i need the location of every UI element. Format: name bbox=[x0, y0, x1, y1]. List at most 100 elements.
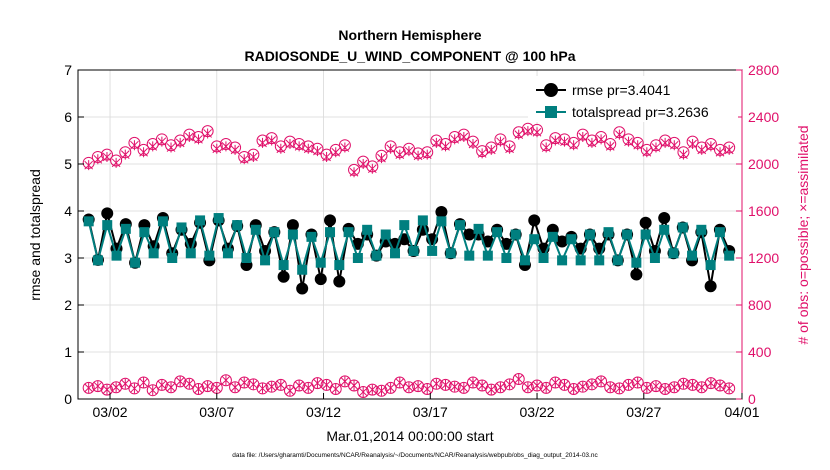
totalspread-point bbox=[622, 229, 633, 240]
totalspread-point bbox=[306, 231, 317, 242]
y-axis-label: rmse and totalspread bbox=[27, 169, 43, 301]
obs-assimilated-point bbox=[679, 149, 688, 160]
obs-assimilated-point bbox=[139, 147, 148, 158]
obs-possible-point bbox=[293, 379, 306, 392]
totalspread-point bbox=[371, 250, 382, 261]
totalspread-point bbox=[157, 216, 168, 227]
totalspread-point bbox=[724, 250, 735, 261]
totalspread-point bbox=[185, 248, 196, 259]
y-tick-label: 2 bbox=[64, 297, 72, 313]
x-tick-label: 03/17 bbox=[413, 404, 448, 420]
obs-assimilated-point bbox=[93, 154, 103, 165]
obs-assimilated-point bbox=[550, 377, 560, 388]
obs-assimilated-point bbox=[432, 137, 441, 148]
rmse-point bbox=[286, 219, 299, 232]
totalspread-point bbox=[445, 248, 456, 259]
totalspread-point bbox=[390, 248, 401, 259]
totalspread-point bbox=[594, 255, 605, 266]
rmse-point bbox=[704, 280, 717, 293]
y-tick-label: 0 bbox=[64, 391, 72, 407]
totalspread-point bbox=[222, 248, 233, 259]
obs-assimilated-point bbox=[322, 151, 331, 162]
obs-assimilated-point bbox=[276, 379, 286, 390]
obs-possible-point bbox=[595, 375, 608, 388]
obs-assimilated-point bbox=[697, 144, 707, 155]
rmse-point bbox=[639, 216, 652, 229]
x-tick-label: 03/22 bbox=[520, 404, 555, 420]
obs-assimilated-point bbox=[669, 140, 679, 151]
obs-possible-point bbox=[412, 380, 425, 393]
totalspread-point bbox=[714, 227, 725, 238]
y2-tick-label: 2400 bbox=[748, 109, 779, 125]
obs-assimilated-point bbox=[157, 379, 167, 390]
totalspread-point bbox=[631, 257, 642, 268]
totalspread-point bbox=[649, 253, 660, 263]
obs-assimilated-point bbox=[624, 136, 633, 147]
obs-assimilated-point bbox=[660, 137, 670, 148]
obs-assimilated-point bbox=[294, 141, 304, 152]
obs-assimilated-point bbox=[148, 385, 158, 396]
obs-assimilated-point bbox=[93, 381, 103, 392]
obs-assimilated-point bbox=[578, 381, 588, 392]
obs-assimilated-point bbox=[239, 377, 249, 388]
obs-assimilated-point bbox=[496, 382, 505, 393]
obs-assimilated-point bbox=[578, 131, 588, 142]
totalspread-point bbox=[612, 255, 623, 266]
totalspread-point bbox=[547, 231, 558, 242]
x-tick-label: 04/01 bbox=[724, 404, 759, 420]
obs-assimilated-point bbox=[651, 142, 661, 153]
obs-assimilated-point bbox=[441, 379, 450, 390]
obs-assimilated-point bbox=[505, 379, 514, 390]
totalspread-point bbox=[260, 255, 271, 266]
obs-assimilated-point bbox=[184, 131, 194, 142]
y2-tick-label: 0 bbox=[748, 391, 756, 407]
totalspread-point bbox=[92, 255, 103, 266]
obs-assimilated-point bbox=[477, 380, 487, 391]
y2-tick-label: 1600 bbox=[748, 203, 779, 219]
obs-assimilated-point bbox=[587, 379, 597, 390]
obs-assimilated-point bbox=[221, 141, 231, 152]
obs-possible-point bbox=[192, 383, 205, 396]
totalspread-point bbox=[557, 255, 568, 266]
obs-possible-point bbox=[503, 378, 516, 391]
obs-possible-point bbox=[238, 376, 251, 389]
obs-possible-point bbox=[402, 381, 415, 394]
totalspread-point bbox=[148, 248, 159, 259]
obs-possible-point bbox=[82, 381, 95, 394]
obs-possible-point bbox=[146, 384, 159, 397]
y-tick-label: 1 bbox=[64, 344, 72, 360]
obs-assimilated-point bbox=[422, 384, 432, 395]
obs-possible-point bbox=[585, 378, 598, 391]
obs-assimilated-point bbox=[111, 157, 121, 168]
obs-assimilated-point bbox=[258, 383, 267, 394]
obs-assimilated-point bbox=[340, 376, 350, 387]
obs-assimilated-point bbox=[450, 381, 460, 392]
obs-assimilated-point bbox=[715, 147, 725, 158]
obs-assimilated-point bbox=[203, 128, 212, 139]
obs-assimilated-point bbox=[212, 143, 222, 154]
totalspread-point bbox=[167, 253, 178, 263]
obs-assimilated-point bbox=[688, 139, 697, 150]
rmse-point bbox=[333, 275, 346, 288]
obs-assimilated-point bbox=[349, 167, 359, 178]
obs-assimilated-point bbox=[221, 375, 231, 386]
rmse-point bbox=[277, 270, 290, 283]
obs-assimilated-point bbox=[413, 150, 423, 161]
totalspread-point bbox=[510, 229, 521, 240]
obs-assimilated-point bbox=[303, 143, 313, 154]
obs-assimilated-point bbox=[130, 383, 139, 394]
obs-possible-point bbox=[604, 381, 617, 394]
totalspread-point bbox=[399, 220, 410, 231]
totalspread-point bbox=[464, 250, 475, 261]
obs-assimilated-point bbox=[166, 382, 176, 393]
obs-assimilated-point bbox=[331, 147, 341, 158]
legend-rmse-label: rmse pr=3.4041 bbox=[572, 82, 671, 98]
obs-assimilated-point bbox=[569, 140, 578, 151]
totalspread-point bbox=[176, 222, 187, 233]
obs-assimilated-point bbox=[633, 377, 643, 388]
totalspread-point bbox=[566, 234, 577, 245]
totalspread-point bbox=[334, 260, 345, 271]
obs-assimilated-point bbox=[404, 146, 414, 157]
